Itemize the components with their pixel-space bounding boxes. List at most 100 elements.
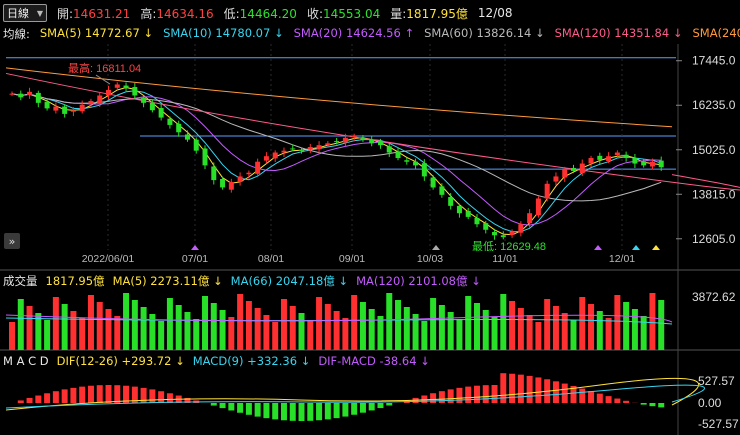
expand-icon[interactable]: »: [4, 233, 20, 249]
volume-bar: [482, 310, 489, 350]
candle-body: [299, 149, 305, 151]
sma120-line: [5, 72, 740, 191]
candle-body: [562, 169, 568, 178]
macd-bar: [298, 403, 305, 421]
volume-bar: [289, 306, 296, 350]
candle-body: [492, 231, 498, 236]
macd-bar: [386, 403, 393, 406]
candle-body: [263, 156, 269, 161]
macd-bar: [35, 395, 42, 403]
date-value: 12/08: [477, 6, 513, 20]
macd-bar: [342, 403, 349, 417]
candle-body: [606, 156, 612, 161]
high-annotation-pointer: [95, 74, 111, 85]
volume-bar: [219, 310, 226, 350]
dif-legend: DIF(12-26) +293.72 ↓: [56, 354, 185, 368]
macd-signal-legend: MACD(9) +332.36 ↓: [192, 354, 311, 368]
candle-body: [290, 148, 296, 150]
candle-body: [334, 141, 340, 143]
macd-bar: [517, 374, 524, 403]
candle-body: [62, 106, 68, 114]
candle-body: [413, 161, 419, 166]
macd-bar: [465, 386, 472, 403]
macd-bar: [96, 385, 103, 403]
candle-body: [211, 166, 217, 181]
volume-bar: [491, 317, 498, 350]
candle-body: [474, 217, 480, 225]
volume-ma-line: [5, 314, 673, 323]
macd-bar: [359, 403, 366, 413]
period-selector[interactable]: 日線 ▼: [3, 4, 47, 22]
date-axis-label: 10/03: [417, 253, 443, 265]
chart-labels: 17445.0 16235.0 15025.0 13815.0 12605.0 2022/…: [68, 54, 739, 431]
macd-bar: [245, 403, 252, 415]
candle-body: [149, 102, 155, 111]
candle-body: [658, 160, 664, 168]
candle-body: [597, 155, 603, 160]
candle-body: [351, 135, 357, 137]
candle-body: [44, 101, 50, 109]
volume-bar: [658, 300, 665, 350]
moving-average-line: [11, 93, 662, 202]
macd-bar: [658, 403, 665, 408]
high-field: 高:14634.16: [140, 6, 214, 21]
volume-legend-title: 成交量: [3, 274, 38, 288]
low-value: 14464.20: [239, 6, 297, 21]
candle-body: [430, 177, 436, 188]
volume-bar: [184, 312, 191, 350]
macd-bar: [649, 403, 656, 407]
volume-value: 1817.95億: [406, 6, 468, 21]
macd-bar: [210, 403, 217, 406]
macd-bar: [579, 388, 586, 403]
volume-bar: [298, 313, 305, 350]
volume-bar: [228, 317, 235, 350]
volume-bar: [333, 311, 340, 350]
macd-bar: [254, 403, 261, 417]
macd-bar: [272, 403, 279, 420]
sma5-legend: SMA(5) 14772.67 ↓: [39, 26, 154, 40]
volume-bar: [316, 297, 323, 350]
volume-bar: [175, 305, 182, 350]
macd-bar: [509, 373, 516, 403]
macd-signal-line: [5, 384, 705, 409]
volume-bar: [526, 315, 533, 350]
dif-line: [5, 377, 700, 411]
candle-body: [421, 163, 427, 177]
macd-bar: [316, 403, 323, 421]
volume-bar: [649, 293, 656, 350]
high-annotation: 最高: 16811.04: [68, 61, 141, 75]
volume-bar: [44, 320, 51, 350]
volume-bar: [158, 321, 165, 350]
macd-bar: [368, 403, 375, 411]
macd-axis-label: 0.00: [698, 396, 722, 410]
volume-bar: [149, 314, 156, 350]
vol-ma5-legend: MA(5) 2273.11億 ↓: [112, 274, 223, 288]
macd-bar: [26, 397, 33, 403]
macd-bar: [623, 400, 630, 403]
candle-body: [439, 186, 445, 195]
macd-bar: [377, 403, 384, 409]
volume-bar: [403, 307, 410, 350]
macd-axis-label: 527.57: [698, 374, 735, 388]
volume-bar: [131, 300, 138, 350]
macd-bar: [482, 385, 489, 403]
candle-body: [535, 198, 541, 216]
volume-bar: [114, 316, 121, 350]
macd-bar: [184, 397, 191, 403]
macd-bar: [473, 385, 480, 403]
candle-body: [404, 160, 410, 162]
period-label: 日線: [7, 7, 29, 20]
macd-histogram: [5, 373, 705, 421]
volume-bar: [17, 299, 24, 350]
candle-body: [141, 97, 147, 103]
macd-bar: [228, 403, 235, 411]
candle-body: [623, 154, 629, 159]
price-axis-label: 12605.0: [692, 232, 736, 246]
volume-bar: [202, 296, 209, 350]
macd-bar: [263, 403, 270, 419]
moving-average-lines: [5, 67, 740, 236]
close-field: 收:14553.04: [306, 6, 381, 21]
macd-bar: [640, 403, 647, 405]
volume-bar: [377, 316, 384, 350]
